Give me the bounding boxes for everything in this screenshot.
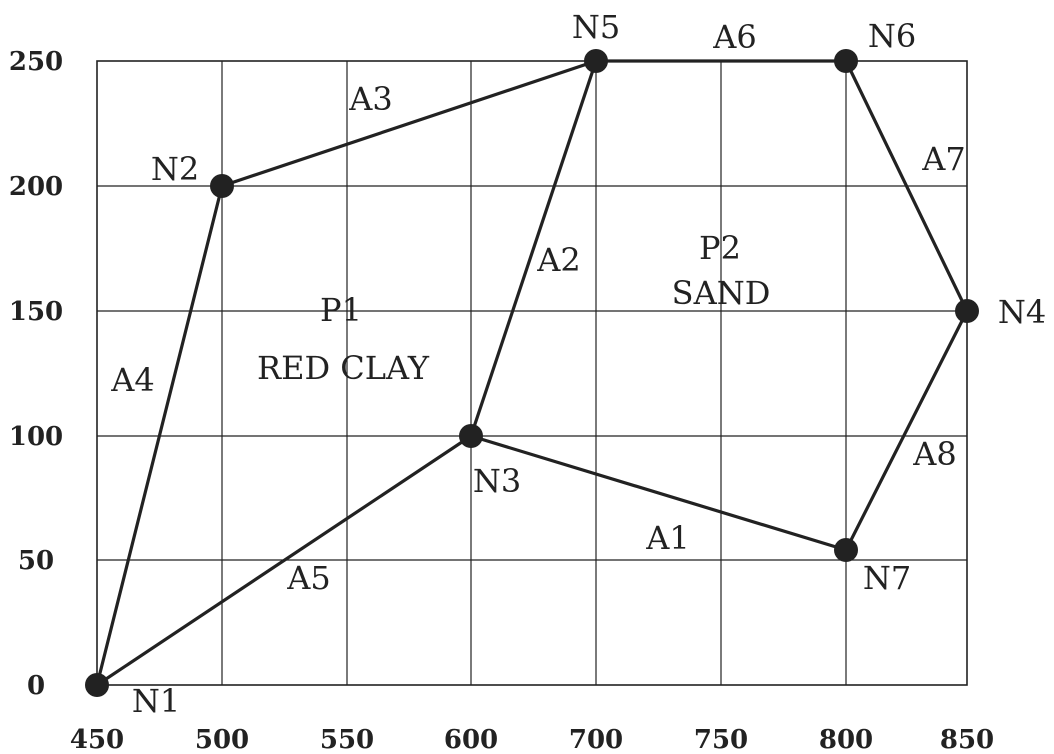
y-tick-label: 50 [18, 546, 54, 576]
x-tick-label: 700 [569, 725, 623, 754]
node-label-n2: N2 [151, 150, 199, 188]
x-tick-label: 600 [444, 725, 498, 754]
y-tick-label: 0 [27, 671, 45, 701]
plot-frame [96, 60, 968, 686]
x-tick-label: 850 [940, 725, 994, 754]
y-tick-label: 150 [9, 297, 63, 327]
y-tick-label: 200 [9, 172, 63, 202]
y-tick-label: 100 [9, 422, 63, 452]
node-n3 [459, 424, 483, 448]
arc-a1 [469, 434, 848, 552]
nodes [85, 49, 979, 697]
arc-label-a1: A1 [645, 519, 689, 557]
node-label-n4: N4 [998, 293, 1046, 331]
x-tick-label: 500 [195, 725, 249, 754]
node-n5 [584, 49, 608, 73]
axis-ticks: 450 500 550 600 700 750 800 850 0 50 100 150 200 250 [9, 47, 994, 754]
arc-label-a5: A5 [286, 559, 330, 597]
arc-a7 [844, 59, 969, 313]
node-n1 [85, 673, 109, 697]
arc-a5 [95, 434, 473, 687]
arc-label-a2: A2 [536, 241, 580, 279]
arc-a3 [220, 59, 598, 188]
arc-label-a7: A7 [921, 140, 965, 178]
arc-label-a6: A6 [712, 18, 756, 56]
node-label-n5: N5 [572, 8, 620, 46]
arc-label-a3: A3 [348, 80, 392, 118]
polygon-label-p1: P1 [320, 291, 362, 329]
y-tick-label: 250 [9, 47, 63, 77]
labels: N1 N2 N3 N4 N5 N6 N7 A1 A2 A3 A4 A5 A6 A7 A8 P1 RED CLAY… [110, 8, 1046, 720]
x-tick-label: 450 [70, 725, 124, 754]
x-tick-label: 550 [320, 725, 374, 754]
node-n6 [834, 49, 858, 73]
node-n2 [210, 174, 234, 198]
node-n4 [955, 299, 979, 323]
arc-a4 [95, 184, 224, 687]
arcs [95, 59, 969, 687]
node-label-n6: N6 [868, 17, 916, 55]
arc-label-a4: A4 [110, 361, 154, 399]
x-tick-label: 800 [819, 725, 873, 754]
grid-lines [97, 61, 967, 685]
node-n7 [834, 538, 858, 562]
polygon-name-p2: SAND [672, 274, 771, 312]
node-label-n7: N7 [863, 559, 911, 597]
polygon-name-p1: RED CLAY [257, 349, 430, 387]
arc-label-a8: A8 [912, 435, 956, 473]
polygon-label-p2: P2 [699, 229, 741, 267]
arc-a8 [844, 309, 969, 552]
node-label-n1: N1 [132, 682, 180, 720]
node-label-n3: N3 [473, 462, 521, 500]
x-tick-label: 750 [694, 725, 748, 754]
arc-a2 [469, 59, 598, 438]
